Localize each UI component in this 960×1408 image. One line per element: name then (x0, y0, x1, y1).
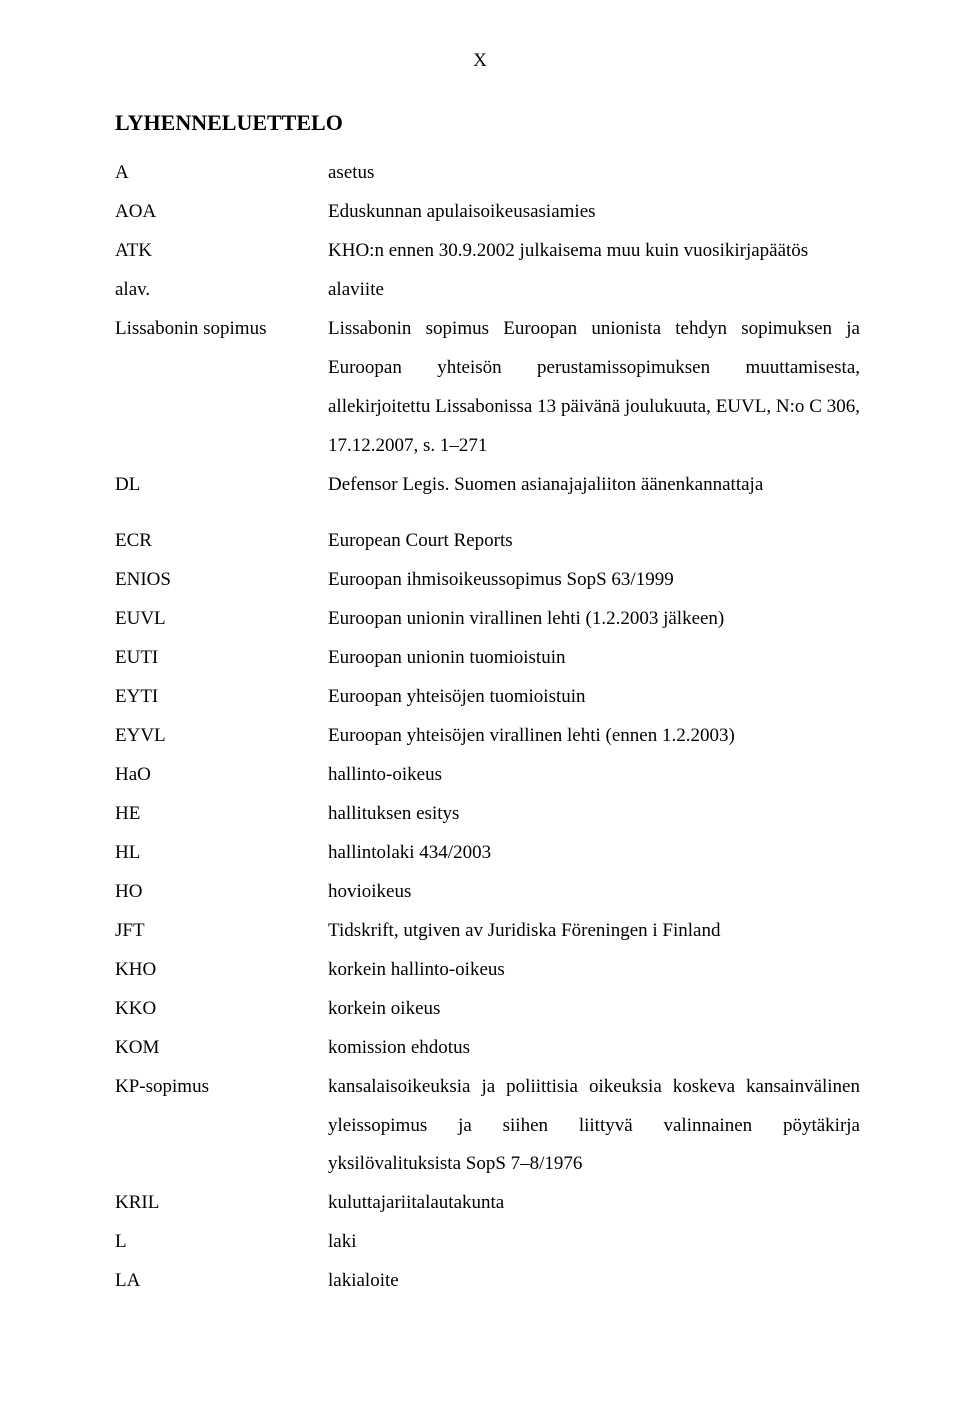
abbreviation-definition: Lissabonin sopimus Euroopan unionista te… (328, 310, 860, 466)
abbreviation-definition: lakialoite (328, 1262, 860, 1301)
abbreviation-row: ATKKHO:n ennen 30.9.2002 julkaisema muu … (115, 232, 860, 271)
abbreviation-definition: hovioikeus (328, 873, 860, 912)
abbreviation-term: ECR (115, 522, 328, 561)
abbreviation-row: Aasetus (115, 154, 860, 193)
abbreviation-definition: Tidskrift, utgiven av Juridiska Förening… (328, 912, 860, 951)
abbreviation-row: EYVLEuroopan yhteisöjen virallinen lehti… (115, 717, 860, 756)
abbreviation-row: EUVLEuroopan unionin virallinen lehti (1… (115, 600, 860, 639)
abbreviation-row: ENIOSEuroopan ihmisoikeussopimus SopS 63… (115, 561, 860, 600)
abbreviation-list: AasetusAOAEduskunnan apulaisoikeusasiami… (115, 154, 860, 1301)
abbreviation-row: alav.alaviite (115, 271, 860, 310)
abbreviation-definition: hallintolaki 434/2003 (328, 834, 860, 873)
abbreviation-term: ENIOS (115, 561, 328, 600)
abbreviation-term: HL (115, 834, 328, 873)
abbreviation-definition: Euroopan yhteisöjen tuomioistuin (328, 678, 860, 717)
abbreviation-row: KKOkorkein oikeus (115, 990, 860, 1029)
abbreviation-definition: Euroopan unionin tuomioistuin (328, 639, 860, 678)
abbreviation-term: HE (115, 795, 328, 834)
abbreviation-row: Lissabonin sopimusLissabonin sopimus Eur… (115, 310, 860, 466)
abbreviation-row: DLDefensor Legis. Suomen asianajajaliito… (115, 466, 860, 505)
abbreviation-term: KRIL (115, 1184, 328, 1223)
page-number: X (0, 50, 960, 72)
abbreviation-term: AOA (115, 193, 328, 232)
abbreviation-definition: Euroopan unionin virallinen lehti (1.2.2… (328, 600, 860, 639)
abbreviation-term: Lissabonin sopimus (115, 310, 328, 349)
abbreviation-term: EUVL (115, 600, 328, 639)
abbreviation-term: LA (115, 1262, 328, 1301)
abbreviation-definition: alaviite (328, 271, 860, 310)
abbreviation-term: EYTI (115, 678, 328, 717)
abbreviation-term: EYVL (115, 717, 328, 756)
abbreviation-row: Llaki (115, 1223, 860, 1262)
abbreviation-term: DL (115, 466, 328, 505)
abbreviation-term: HO (115, 873, 328, 912)
content-area: LYHENNELUETTELO AasetusAOAEduskunnan apu… (115, 110, 860, 1301)
abbreviation-term: alav. (115, 271, 328, 310)
abbreviation-term: JFT (115, 912, 328, 951)
abbreviation-term: KKO (115, 990, 328, 1029)
abbreviation-term: KOM (115, 1029, 328, 1068)
abbreviation-definition: kansalaisoikeuksia ja poliittisia oikeuk… (328, 1068, 860, 1185)
abbreviation-definition: KHO:n ennen 30.9.2002 julkaisema muu kui… (328, 232, 860, 271)
abbreviation-row: AOAEduskunnan apulaisoikeusasiamies (115, 193, 860, 232)
document-page: X LYHENNELUETTELO AasetusAOAEduskunnan a… (0, 0, 960, 1408)
abbreviation-row: EYTIEuroopan yhteisöjen tuomioistuin (115, 678, 860, 717)
abbreviation-term: HaO (115, 756, 328, 795)
abbreviation-definition: komission ehdotus (328, 1029, 860, 1068)
abbreviation-term: EUTI (115, 639, 328, 678)
page-title: LYHENNELUETTELO (115, 110, 860, 136)
abbreviation-definition: korkein hallinto-oikeus (328, 951, 860, 990)
abbreviation-row: LAlakialoite (115, 1262, 860, 1301)
abbreviation-definition: Defensor Legis. Suomen asianajajaliiton … (328, 466, 860, 505)
abbreviation-term: KP-sopimus (115, 1068, 328, 1107)
abbreviation-row: HaOhallinto-oikeus (115, 756, 860, 795)
abbreviation-definition: Euroopan ihmisoikeussopimus SopS 63/1999 (328, 561, 860, 600)
abbreviation-row: HLhallintolaki 434/2003 (115, 834, 860, 873)
abbreviation-definition: asetus (328, 154, 860, 193)
section-gap (115, 504, 860, 522)
abbreviation-definition: hallinto-oikeus (328, 756, 860, 795)
abbreviation-definition: korkein oikeus (328, 990, 860, 1029)
abbreviation-row: JFTTidskrift, utgiven av Juridiska Fören… (115, 912, 860, 951)
abbreviation-row: KP-sopimuskansalaisoikeuksia ja poliitti… (115, 1068, 860, 1185)
abbreviation-term: ATK (115, 232, 328, 271)
abbreviation-row: KHOkorkein hallinto-oikeus (115, 951, 860, 990)
abbreviation-term: A (115, 154, 328, 193)
abbreviation-definition: kuluttajariitalautakunta (328, 1184, 860, 1223)
abbreviation-row: ECREuropean Court Reports (115, 522, 860, 561)
abbreviation-row: KOMkomission ehdotus (115, 1029, 860, 1068)
abbreviation-definition: Eduskunnan apulaisoikeusasiamies (328, 193, 860, 232)
abbreviation-definition: Euroopan yhteisöjen virallinen lehti (en… (328, 717, 860, 756)
abbreviation-definition: hallituksen esitys (328, 795, 860, 834)
abbreviation-row: HEhallituksen esitys (115, 795, 860, 834)
abbreviation-term: KHO (115, 951, 328, 990)
abbreviation-row: EUTIEuroopan unionin tuomioistuin (115, 639, 860, 678)
abbreviation-definition: laki (328, 1223, 860, 1262)
abbreviation-row: KRILkuluttajariitalautakunta (115, 1184, 860, 1223)
abbreviation-definition: European Court Reports (328, 522, 860, 561)
abbreviation-row: HOhovioikeus (115, 873, 860, 912)
abbreviation-term: L (115, 1223, 328, 1262)
